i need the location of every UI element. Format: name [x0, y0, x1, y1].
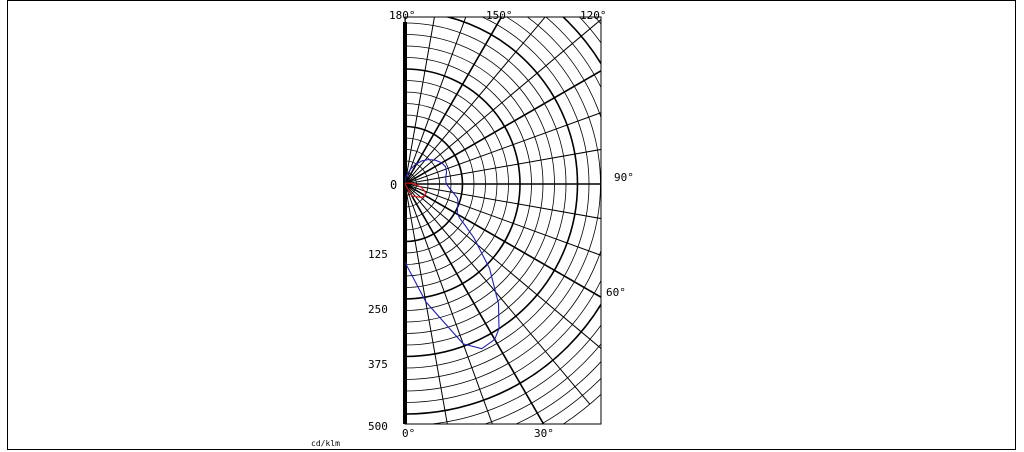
angle-tick-label: 0°: [402, 427, 415, 440]
angle-tick-label: 180°: [389, 9, 416, 22]
series-group: [405, 158, 500, 350]
labels-group: 0 125 250 375 500 cd/klm 0° 30° 60° 90° 120° 150° 18…: [311, 9, 634, 448]
grid-spoke: [405, 183, 601, 350]
grid-spoke: [405, 183, 448, 424]
series-curve-1: [405, 182, 427, 198]
angle-tick-label: 90°: [614, 171, 634, 184]
grid-spoke: [405, 183, 601, 256]
grid-spoke: [405, 112, 601, 185]
radial-tick-label: 125: [368, 248, 388, 261]
grid-spoke: [405, 17, 435, 185]
angle-tick-label: 30°: [534, 427, 554, 440]
angle-tick-label: 150°: [486, 9, 513, 22]
radial-tick-label: 375: [368, 358, 388, 371]
grid-spoke: [405, 148, 601, 185]
center-label: 0: [390, 178, 397, 192]
unit-label: cd/klm: [311, 439, 340, 448]
plot-border: [404, 16, 602, 425]
grid-spoke-major: [405, 17, 503, 185]
angle-tick-label: 120°: [580, 9, 607, 22]
radial-tick-label: 500: [368, 420, 388, 433]
chart-frame: [7, 0, 1016, 450]
grid-spoke: [405, 17, 546, 185]
grid-spoke-major: [405, 183, 545, 424]
grid-spoke: [405, 183, 493, 424]
angle-tick-label: 60°: [606, 286, 626, 299]
series-curve-0: [405, 158, 500, 350]
radial-tick-label: 250: [368, 303, 388, 316]
grid-spoke: [405, 17, 467, 185]
grid-spoke: [405, 18, 601, 185]
grid-spoke-major: [405, 69, 601, 185]
grid-spoke-major: [405, 183, 601, 299]
grid-spoke: [405, 183, 591, 405]
